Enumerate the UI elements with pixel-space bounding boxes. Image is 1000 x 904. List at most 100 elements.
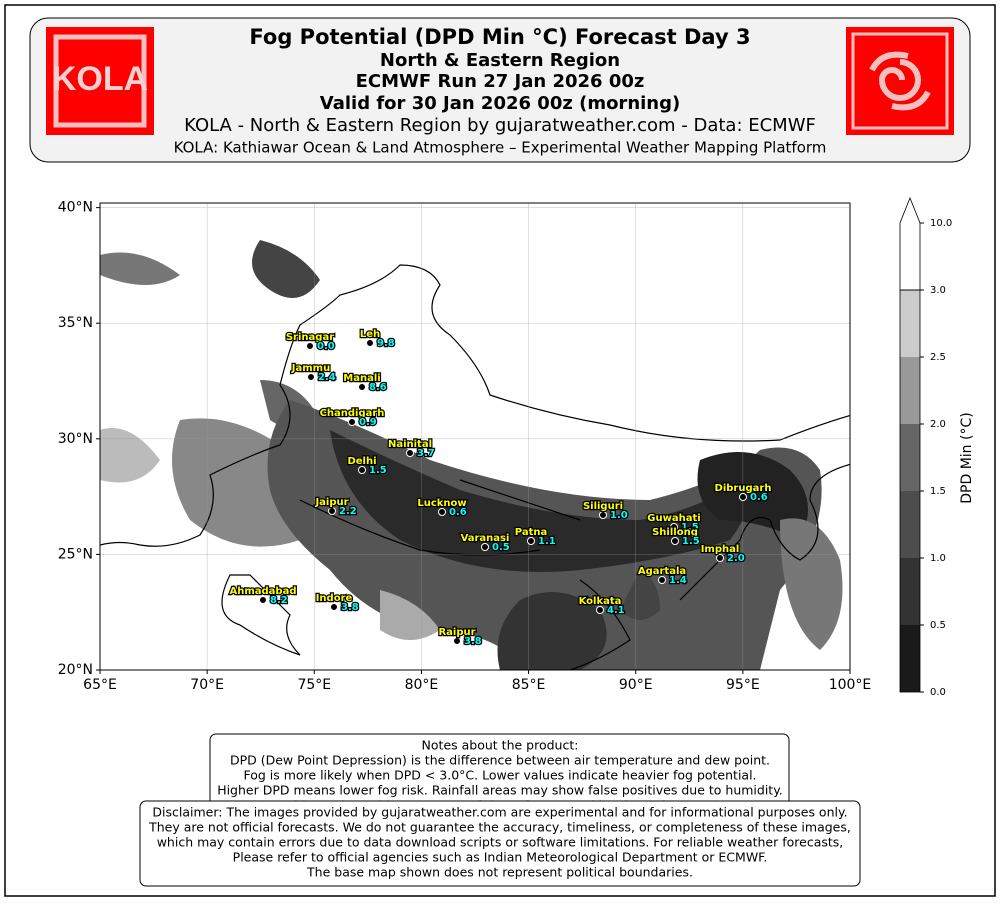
city-value: 1.5 [369,465,387,476]
city-dot [330,603,338,611]
colorbar-tick-label: 3.0 [930,285,946,296]
city-dot [358,466,366,474]
map: 65°E 70°E 75°E 80°E 85°E 90°E 95°E 100°E 20°N 25°… [58,200,872,693]
city-dot [406,449,414,457]
city-name: Raipur [438,627,475,638]
notes-line: Fog is more likely when DPD < 3.0°C. Low… [243,768,756,783]
city-dot [527,537,535,545]
x-tick-label: 75°E [297,677,331,693]
city-dot [481,543,489,551]
colorbar-label: DPD Min (°C) [959,412,975,503]
header-box [29,17,971,163]
city-value: 3.8 [341,602,359,613]
x-tick-label: 85°E [512,677,546,693]
colorbar-tick-label: 1.5 [930,486,946,497]
disclaimer-line: which may contain errors due to data dow… [157,835,844,850]
disclaimer: Disclaimer: The images provided by gujar… [148,805,851,880]
title: Fog Potential (DPD Min °C) Forecast Day … [249,25,750,49]
city-value: 3.8 [464,636,482,647]
city-name: Manali [343,373,380,384]
disclaimer-box [139,800,861,887]
colorbar: 0.0 0.5 1.0 1.5 2.0 2.5 3.0 10.0 [899,196,952,698]
city-dot [358,383,366,391]
logo-left [46,27,154,135]
logo-border [53,34,147,128]
credit: KOLA - North & Eastern Region by gujarat… [184,115,816,136]
colorbar-segment [900,625,920,692]
city-name: Srinagar [286,332,334,343]
city-value: 4.1 [607,605,625,616]
city-name: Leh [360,329,380,340]
colorbar-segment [900,357,920,424]
colorbar-segment [900,558,920,625]
logo-border [851,32,949,130]
notes-line: Notes about the product: [422,738,579,753]
city-name: Delhi [347,456,376,467]
y-tick-label: 30°N [58,431,93,447]
city-value: 9.8 [377,338,395,349]
y-tick-label: 25°N [58,546,93,562]
city-name: Chandigarh [320,408,385,419]
city-name: Kolkata [579,596,622,607]
notes-line: Higher DPD means lower fog risk. Rainfal… [217,783,783,798]
platform: KOLA: Kathiawar Ocean & Land Atmosphere … [174,139,827,157]
colorbar-segment [900,491,920,558]
city-value: 0.5 [492,542,510,553]
x-tick-label: 100°E [829,677,872,693]
city-dot [670,523,678,531]
notes-line: DPD (Dew Point Depression) is the differ… [230,753,770,768]
x-tick-label: 80°E [405,677,439,693]
x-tick-label: 90°E [619,677,653,693]
city-dot [658,576,666,584]
city-name: Nainital [388,439,432,450]
boundaries [100,264,850,670]
city-dot [453,637,461,645]
city-name: Siliguri [583,501,623,512]
city-name: Shillong [652,527,698,538]
disclaimer-line: Disclaimer: The images provided by gujar… [152,805,847,820]
city-dot [599,511,607,519]
city-dot [366,339,374,347]
city-dot [328,507,336,515]
disclaimer-line: Please refer to official agencies such a… [233,850,768,865]
city-value: 0.6 [750,492,768,503]
city-value: 1.1 [538,536,556,547]
colorbar-tick-label: 0.0 [930,687,946,698]
city-name: Patna [515,527,547,538]
logo-right [846,27,954,135]
fog-field [100,240,843,670]
logo-swirl [869,51,931,111]
city-name: Imphal [701,544,740,555]
city-dot [739,493,747,501]
colorbar-tick-label: 2.5 [930,352,946,363]
city-name: Varanasi [461,533,510,544]
colorbar-tick-label: 10.0 [930,218,952,229]
city-value: 1.5 [681,522,699,533]
city-value: 1.5 [682,536,700,547]
map-border [99,202,851,671]
colorbar-segment [900,290,920,357]
city-name: Dibrugarh [715,483,772,494]
disclaimer-line: The base map shown does not represent po… [306,865,693,880]
city-dot [348,418,356,426]
city-dot [259,596,267,604]
city-dot [306,342,314,350]
city-name: Jammu [291,363,330,374]
subtitle: North & Eastern Region [380,50,620,71]
colorbar-tick-label: 0.5 [930,620,946,631]
city-value: 8.2 [270,595,288,606]
city-value: 0.0 [317,341,335,352]
city-value: 2.0 [727,553,745,564]
colorbar-tick-label: 1.0 [930,553,946,564]
y-tick-label: 40°N [58,200,93,216]
city-dot [307,373,315,381]
city-value: 2.4 [318,372,336,383]
logo-text: KOLA [52,60,148,98]
city-value: 8.6 [369,382,387,393]
disclaimer-line: They are not official forecasts. We do n… [148,820,851,835]
colorbar-segment [900,424,920,491]
city-value: 3.7 [417,448,435,459]
y-tick-label: 35°N [58,315,93,331]
city-dot [438,508,446,516]
